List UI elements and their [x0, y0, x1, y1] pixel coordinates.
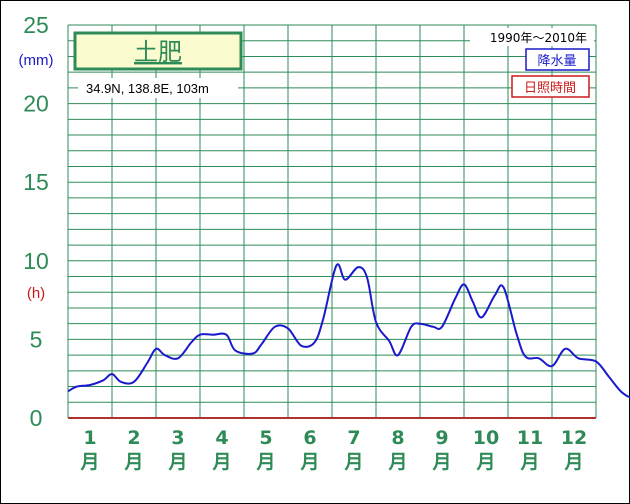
- month-label-suffix: 月: [387, 451, 407, 473]
- title-box: [73, 31, 243, 71]
- month-label-number: 9: [435, 427, 448, 449]
- month-label-number: 2: [127, 427, 140, 449]
- y-tick-label: 20: [23, 91, 49, 117]
- y-tick-label: 5: [30, 326, 43, 352]
- series-group: [67, 263, 630, 399]
- station-title: 土肥: [134, 38, 182, 66]
- month-label-number: 11: [517, 427, 543, 449]
- y-tick-label: 0: [30, 405, 43, 431]
- legend-sunshine-label: 日照時間: [524, 81, 576, 96]
- month-label-suffix: 月: [475, 451, 495, 473]
- month-label-suffix: 月: [299, 451, 319, 473]
- month-label-suffix: 月: [255, 451, 275, 473]
- month-label-suffix: 月: [123, 451, 143, 473]
- y-axis-ticks: 0 5 10 15 20 25: [23, 12, 49, 431]
- month-label-suffix: 月: [519, 451, 539, 473]
- month-label-number: 7: [347, 427, 360, 449]
- month-label-number: 3: [171, 427, 184, 449]
- month-label-number: 1: [83, 427, 96, 449]
- period-bg: [470, 28, 594, 46]
- month-label-number: 6: [303, 427, 316, 449]
- y-unit-h: (h): [27, 285, 45, 302]
- month-label-number: 12: [561, 427, 587, 449]
- y-tick-label: 15: [23, 169, 49, 195]
- month-label-suffix: 月: [211, 451, 231, 473]
- month-label-suffix: 月: [167, 451, 187, 473]
- coords-bg: [78, 78, 238, 98]
- month-label-number: 8: [391, 427, 404, 449]
- month-label-suffix: 月: [343, 451, 363, 473]
- month-label-suffix: 月: [431, 451, 451, 473]
- period-label: 1990年〜2010年: [490, 31, 587, 45]
- y-tick-label: 25: [23, 12, 49, 38]
- month-label-number: 4: [215, 427, 228, 449]
- legend-precip-label: 降水量: [537, 54, 576, 69]
- month-label-suffix: 月: [563, 451, 583, 473]
- legend-sunshine-box: [511, 75, 590, 98]
- month-label-suffix: 月: [79, 451, 99, 473]
- month-label-number: 10: [473, 427, 499, 449]
- coordinates-label: 34.9N, 138.8E, 103m: [86, 81, 209, 96]
- y-unit-mm: (mm): [19, 52, 54, 69]
- legend-precip-box: [525, 48, 590, 71]
- series-line-precipitation: [67, 263, 630, 399]
- y-tick-label: 10: [23, 248, 49, 274]
- month-label-number: 5: [259, 427, 272, 449]
